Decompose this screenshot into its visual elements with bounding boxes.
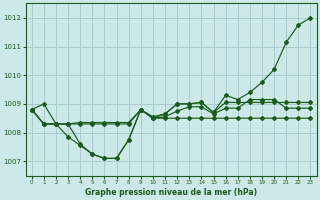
X-axis label: Graphe pression niveau de la mer (hPa): Graphe pression niveau de la mer (hPa) [85, 188, 257, 197]
